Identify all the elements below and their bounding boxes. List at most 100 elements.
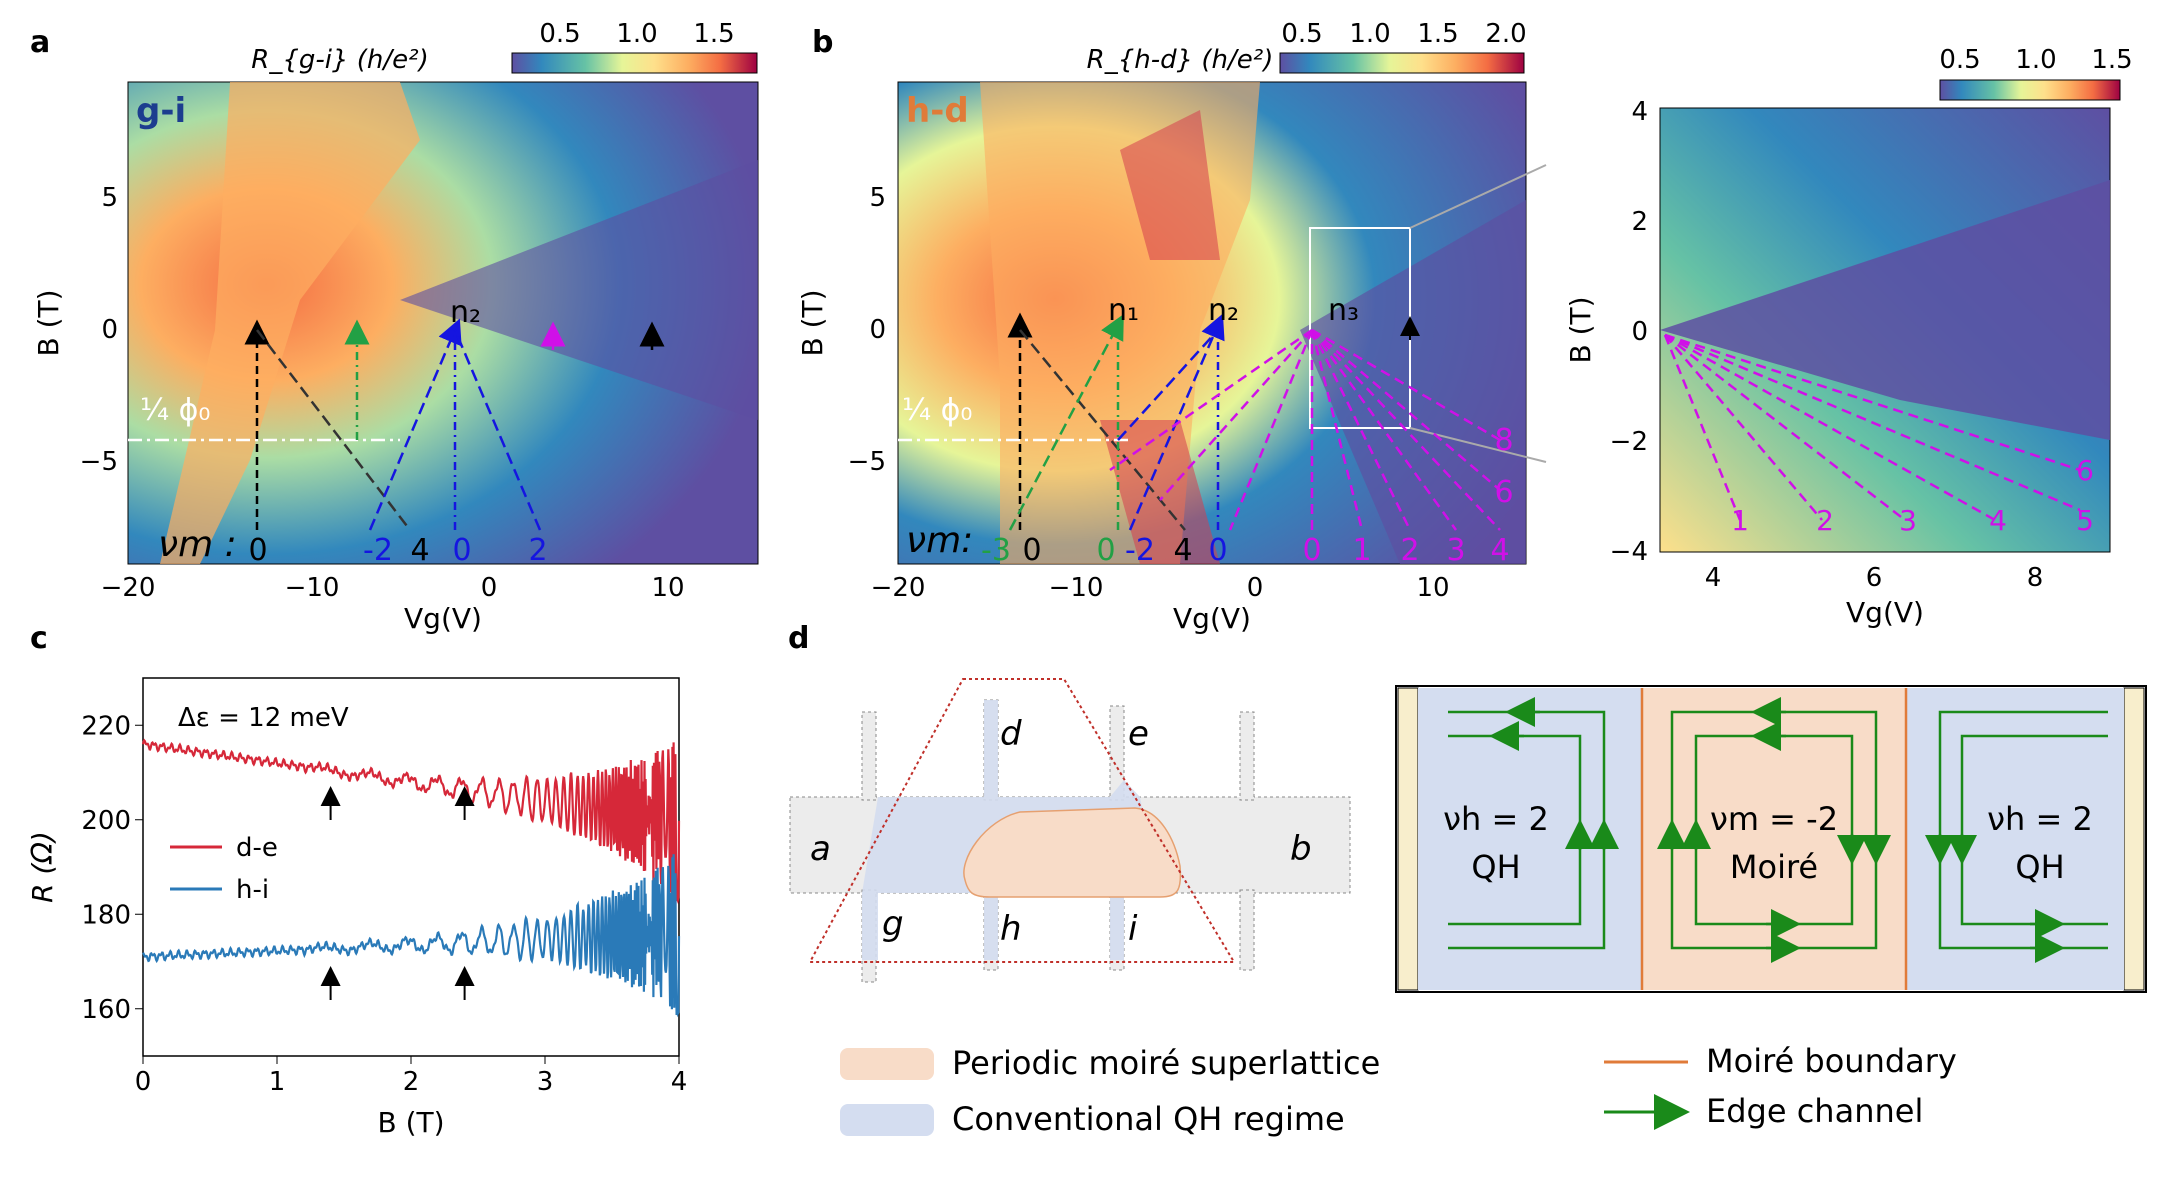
nu-b-0: -3 <box>981 533 1011 568</box>
n-label-b-0: n₁ <box>1108 293 1139 328</box>
colorbar-inset <box>1939 79 2121 101</box>
ytick-label-c-3: 220 <box>81 711 131 741</box>
ytick-b-1: 0 <box>869 315 886 345</box>
xtick-label-c-3: 3 <box>537 1067 554 1097</box>
chart-annotation: Δε = 12 meV <box>178 703 349 733</box>
colorbar-b <box>1279 52 1525 74</box>
panel-label-a: a <box>30 25 50 60</box>
panel-d: d a b d e g h i <box>788 621 2147 1138</box>
legend-swatch-qh <box>840 1104 934 1136</box>
xtick-b-0: −20 <box>871 573 926 603</box>
ytick-inset-2: 0 <box>1631 317 1648 347</box>
xtick-label-c-4: 4 <box>671 1067 688 1097</box>
series-line-h-i <box>142 854 681 1018</box>
twist-trapezoid <box>808 678 1236 963</box>
xtick-inset-2: 8 <box>2027 563 2044 593</box>
fan-inset-0: 1 <box>1731 504 1749 537</box>
fan-inset-2: 3 <box>1899 504 1917 537</box>
xtick-label-c-2: 2 <box>403 1067 420 1097</box>
heatmap-b-blue-wedge <box>1300 200 1526 564</box>
ylabel-inset: B (T) <box>1564 296 1597 363</box>
colorbar-tick-a-2: 1.5 <box>693 19 734 49</box>
xlabel-b: Vg(V) <box>1173 602 1251 635</box>
colorbar-tick-b-1: 1.0 <box>1349 19 1390 49</box>
region-type-right: QH <box>2015 848 2064 886</box>
colorbar-tick-inset-2: 1.5 <box>2091 45 2132 75</box>
contact-g: g <box>882 904 904 944</box>
colorbar-tick-a-1: 1.0 <box>616 19 657 49</box>
contact-a: a <box>810 829 831 869</box>
ylabel-a: B (T) <box>32 289 65 356</box>
ytick-a-0: 5 <box>101 183 118 213</box>
heatmap-a-orange-region <box>160 82 420 564</box>
xtick-a-0: −20 <box>101 573 156 603</box>
fan-inset-4: 5 <box>2076 504 2094 537</box>
nu-b-1: 0 <box>1022 533 1041 568</box>
nu-b-8: 2 <box>1400 533 1419 568</box>
ytick-inset-4: −4 <box>1610 537 1648 567</box>
nu-a-0: 0 <box>248 533 267 568</box>
arrows-c <box>320 786 475 1000</box>
fan-inset-magenta <box>1663 333 2081 522</box>
ytick-label-c-1: 180 <box>81 900 131 930</box>
fan-inset-1: 2 <box>1816 504 1834 537</box>
panel-b: b R_{h-d} (h/e²) 0.5 1.0 1.5 2.0 h-d ¼ ϕ… <box>796 19 1547 635</box>
nu-label-b: νm: <box>906 520 973 561</box>
ylabel-b: B (T) <box>796 289 829 356</box>
xtick-inset-1: 6 <box>1866 563 1883 593</box>
nu-a-2: 4 <box>410 533 429 568</box>
xlabel-a: Vg(V) <box>404 602 482 635</box>
series-line-d-e <box>141 738 681 905</box>
region-qh-right <box>1906 688 2124 990</box>
device-schematic: a b d e g h i <box>789 678 1351 983</box>
colorbar-tick-a-0: 0.5 <box>539 19 580 49</box>
region-nu-middle: νm = -2 <box>1710 800 1838 838</box>
legend-label-qh: Conventional QH regime <box>952 1100 1345 1138</box>
nu-a-3: 0 <box>452 533 471 568</box>
colorbar-tick-b-3: 2.0 <box>1485 19 1526 49</box>
ylabel-c: R (Ω) <box>26 831 59 903</box>
ytick-label-c-0: 160 <box>81 995 131 1025</box>
panel-inset: 0.5 1.0 1.5 1 2 3 4 5 6 B (T) 4 2 0 −2 −… <box>1564 45 2133 629</box>
heatmap-a-blue-wedge <box>400 160 758 420</box>
contact-b: b <box>1290 829 1312 869</box>
side-b-0: 8 <box>1494 423 1513 458</box>
legend-label-de: d-e <box>236 833 278 863</box>
edge-channel-diagram: νh = 2 QH νm = -2 Moiré νh = 2 QH <box>1395 685 2147 993</box>
contact-h: h <box>1000 909 1022 949</box>
ytick-inset-1: 2 <box>1631 207 1648 237</box>
fan-inset-3: 4 <box>1989 504 2007 537</box>
region-moire <box>1642 688 1906 990</box>
xlabel-c: B (T) <box>377 1106 444 1139</box>
nu-a-4: 2 <box>528 533 547 568</box>
probe-bot-4 <box>1239 889 1255 971</box>
xtick-a-1: −10 <box>285 573 340 603</box>
nu-b-10: 4 <box>1490 533 1509 568</box>
nu-b-2: 0 <box>1096 533 1115 568</box>
panel-c: c Δε = 12 meV 0 1 2 3 4 160 180 200 220 R (Ω) B … <box>26 621 687 1139</box>
flux-label-b: ¼ ϕ₀ <box>902 393 972 428</box>
region-type-middle: Moiré <box>1730 848 1818 886</box>
nu-b-7: 1 <box>1352 533 1371 568</box>
colorbar-tick-b-0: 0.5 <box>1281 19 1322 49</box>
probe-top-1 <box>861 711 877 801</box>
contact-d: d <box>1000 714 1022 754</box>
plot-frame-c <box>142 677 680 1057</box>
heatmap-inset-dark-band <box>1660 180 2110 440</box>
tag-a: g-i <box>136 91 186 131</box>
n-label-a-0: n₂ <box>450 295 481 330</box>
ytick-a-1: 0 <box>101 315 118 345</box>
xtick-label-c-1: 1 <box>269 1067 286 1097</box>
legend-label-boundary: Moiré boundary <box>1706 1042 1957 1080</box>
colorbar-tick-b-2: 1.5 <box>1417 19 1458 49</box>
colorbar-a <box>511 52 758 74</box>
side-b-1: 6 <box>1494 475 1513 510</box>
axis-ticks-c: 0 1 2 3 4 160 180 200 220 <box>81 711 687 1097</box>
ytick-a-2: −5 <box>80 447 118 477</box>
contact-i: i <box>1128 909 1138 949</box>
ytick-b-2: −5 <box>848 447 886 477</box>
region-nu-right: νh = 2 <box>1987 800 2093 838</box>
nu-a-1: -2 <box>363 533 393 568</box>
region-type-left: QH <box>1471 848 1520 886</box>
nu-label-a: νm : <box>158 524 237 565</box>
